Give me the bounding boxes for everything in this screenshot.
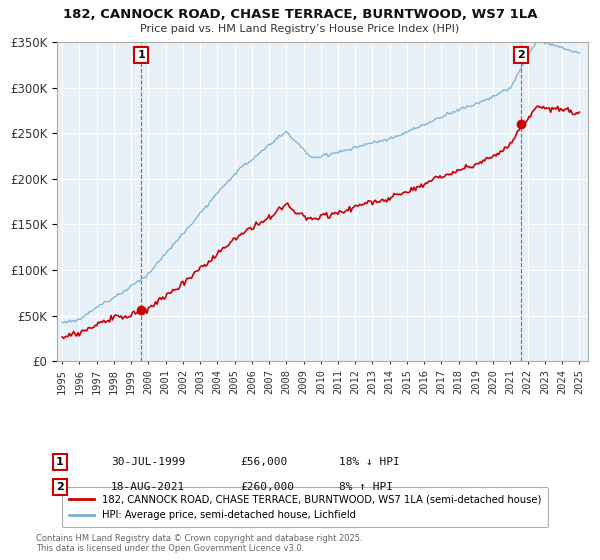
Text: £56,000: £56,000 [240, 457, 287, 467]
Legend: 182, CANNOCK ROAD, CHASE TERRACE, BURNTWOOD, WS7 1LA (semi-detached house), HPI:: 182, CANNOCK ROAD, CHASE TERRACE, BURNTW… [62, 488, 548, 528]
Text: 18-AUG-2021: 18-AUG-2021 [111, 482, 185, 492]
Text: 2: 2 [56, 482, 64, 492]
Text: 2: 2 [517, 50, 525, 60]
Text: 18% ↓ HPI: 18% ↓ HPI [339, 457, 400, 467]
Text: 1: 1 [56, 457, 64, 467]
Text: 8% ↑ HPI: 8% ↑ HPI [339, 482, 393, 492]
Text: Price paid vs. HM Land Registry’s House Price Index (HPI): Price paid vs. HM Land Registry’s House … [140, 24, 460, 34]
Text: 1: 1 [137, 50, 145, 60]
Text: 30-JUL-1999: 30-JUL-1999 [111, 457, 185, 467]
Text: Contains HM Land Registry data © Crown copyright and database right 2025.
This d: Contains HM Land Registry data © Crown c… [36, 534, 362, 553]
Text: 182, CANNOCK ROAD, CHASE TERRACE, BURNTWOOD, WS7 1LA: 182, CANNOCK ROAD, CHASE TERRACE, BURNTW… [63, 8, 537, 21]
Text: £260,000: £260,000 [240, 482, 294, 492]
